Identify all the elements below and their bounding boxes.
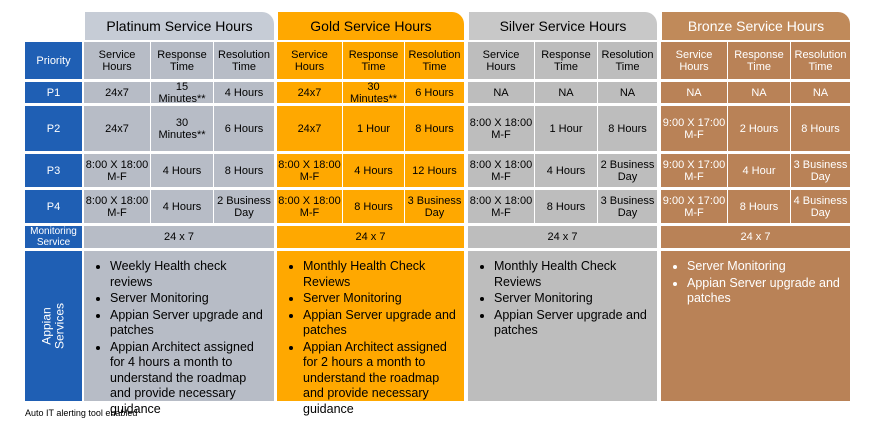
col-header-platinum-2: Resolution Time bbox=[214, 42, 274, 79]
service-item: Server Monitoring bbox=[494, 291, 649, 307]
col-header-bronze-0: Service Hours bbox=[661, 42, 727, 79]
cell-platinum-p3-1: 4 Hours bbox=[151, 154, 213, 187]
cell-bronze-p2-0: 9:00 X 17:00 M-F bbox=[661, 106, 727, 151]
col-header-silver-0: Service Hours bbox=[468, 42, 534, 79]
service-item: Monthly Health Check Reviews bbox=[303, 259, 456, 290]
cell-gold-p1-0: 24x7 bbox=[277, 82, 342, 103]
services-list-gold: Monthly Health Check ReviewsServer Monit… bbox=[285, 259, 456, 417]
col-header-platinum-0: Service Hours bbox=[84, 42, 150, 79]
cell-silver-p4-0: 8:00 X 18:00 M-F bbox=[468, 190, 534, 223]
row-label-p1: P1 bbox=[25, 82, 82, 103]
cell-silver-p1-0: NA bbox=[468, 82, 534, 103]
footnote: Auto IT alerting tool enabled bbox=[25, 408, 138, 418]
cell-platinum-p4-1: 4 Hours bbox=[151, 190, 213, 223]
col-header-bronze-1: Response Time bbox=[728, 42, 790, 79]
monitoring-platinum: 24 x 7 bbox=[84, 226, 274, 248]
col-header-gold-2: Resolution Time bbox=[405, 42, 464, 79]
cell-silver-p3-2: 2 Business Day bbox=[598, 154, 657, 187]
col-header-platinum-1: Response Time bbox=[151, 42, 213, 79]
cell-bronze-p1-1: NA bbox=[728, 82, 790, 103]
cell-gold-p2-1: 1 Hour bbox=[343, 106, 404, 151]
cell-bronze-p3-0: 9:00 X 17:00 M-F bbox=[661, 154, 727, 187]
cell-silver-p2-2: 8 Hours bbox=[598, 106, 657, 151]
cell-bronze-p3-1: 4 Hour bbox=[728, 154, 790, 187]
cell-gold-p3-1: 4 Hours bbox=[343, 154, 404, 187]
monitoring-gold: 24 x 7 bbox=[277, 226, 464, 248]
cell-gold-p2-2: 8 Hours bbox=[405, 106, 464, 151]
services-bronze: Server MonitoringAppian Server upgrade a… bbox=[661, 251, 850, 401]
cell-gold-p4-1: 8 Hours bbox=[343, 190, 404, 223]
cell-silver-p2-0: 8:00 X 18:00 M-F bbox=[468, 106, 534, 151]
cell-bronze-p2-2: 8 Hours bbox=[791, 106, 850, 151]
service-item: Appian Architect assigned for 4 hours a … bbox=[110, 340, 266, 418]
cell-bronze-p4-2: 4 Business Day bbox=[791, 190, 850, 223]
row-label-priority: Priority bbox=[25, 42, 82, 79]
cell-gold-p1-1: 30 Minutes** bbox=[343, 81, 404, 105]
cell-platinum-p2-0: 24x7 bbox=[84, 106, 150, 151]
cell-platinum-p1-2: 4 Hours bbox=[214, 82, 274, 103]
tier-header-gold: Gold Service Hours bbox=[278, 12, 464, 40]
cell-silver-p4-1: 8 Hours bbox=[535, 190, 597, 223]
services-gold: Monthly Health Check ReviewsServer Monit… bbox=[277, 251, 464, 416]
services-platinum: Weekly Health check reviewsServer Monito… bbox=[84, 251, 274, 416]
cell-silver-p1-1: NA bbox=[535, 82, 597, 103]
services-list-platinum: Weekly Health check reviewsServer Monito… bbox=[92, 259, 266, 417]
cell-bronze-p4-0: 9:00 X 17:00 M-F bbox=[661, 190, 727, 223]
service-item: Server Monitoring bbox=[110, 291, 266, 307]
tier-header-bronze: Bronze Service Hours bbox=[662, 12, 850, 40]
cell-silver-p1-2: NA bbox=[598, 82, 657, 103]
cell-gold-p3-2: 12 Hours bbox=[405, 154, 464, 187]
col-header-silver-2: Resolution Time bbox=[598, 42, 657, 79]
cell-bronze-p4-1: 8 Hours bbox=[728, 190, 790, 223]
cell-platinum-p1-0: 24x7 bbox=[84, 82, 150, 103]
tier-header-platinum: Platinum Service Hours bbox=[85, 12, 274, 40]
cell-gold-p2-0: 24x7 bbox=[277, 106, 342, 151]
cell-bronze-p3-2: 3 Business Day bbox=[791, 154, 850, 187]
service-item: Server Monitoring bbox=[687, 259, 842, 275]
monitoring-silver: 24 x 7 bbox=[468, 226, 657, 248]
services-silver: Monthly Health Check ReviewsServer Monit… bbox=[468, 251, 657, 401]
row-label-p3: P3 bbox=[25, 154, 82, 187]
services-list-silver: Monthly Health Check ReviewsServer Monit… bbox=[476, 259, 649, 339]
service-item: Server Monitoring bbox=[303, 291, 456, 307]
service-item: Monthly Health Check Reviews bbox=[494, 259, 649, 290]
cell-gold-p1-2: 6 Hours bbox=[405, 82, 464, 103]
cell-platinum-p4-2: 2 Business Day bbox=[214, 190, 274, 223]
cell-platinum-p4-0: 8:00 X 18:00 M-F bbox=[84, 190, 150, 223]
col-header-silver-1: Response Time bbox=[535, 42, 597, 79]
services-list-bronze: Server MonitoringAppian Server upgrade a… bbox=[669, 259, 842, 307]
service-item: Appian Architect assigned for 2 hours a … bbox=[303, 340, 456, 418]
cell-gold-p3-0: 8:00 X 18:00 M-F bbox=[277, 154, 342, 187]
cell-silver-p3-0: 8:00 X 18:00 M-F bbox=[468, 154, 534, 187]
service-item: Appian Server upgrade and patches bbox=[303, 308, 456, 339]
cell-platinum-p2-2: 6 Hours bbox=[214, 106, 274, 151]
monitoring-bronze: 24 x 7 bbox=[661, 226, 850, 248]
cell-bronze-p2-1: 2 Hours bbox=[728, 106, 790, 151]
service-item: Appian Server upgrade and patches bbox=[110, 308, 266, 339]
service-item: Appian Server upgrade and patches bbox=[687, 276, 842, 307]
cell-gold-p4-2: 3 Business Day bbox=[405, 190, 464, 223]
cell-gold-p4-0: 8:00 X 18:00 M-F bbox=[277, 190, 342, 223]
appian-services-text: Appian Services bbox=[39, 303, 67, 350]
col-header-gold-0: Service Hours bbox=[277, 42, 342, 79]
row-label-p4: P4 bbox=[25, 190, 82, 223]
cell-silver-p3-1: 4 Hours bbox=[535, 154, 597, 187]
col-header-bronze-2: Resolution Time bbox=[791, 42, 850, 79]
cell-platinum-p3-0: 8:00 X 18:00 M-F bbox=[84, 154, 150, 187]
cell-platinum-p3-2: 8 Hours bbox=[214, 154, 274, 187]
cell-silver-p2-1: 1 Hour bbox=[535, 106, 597, 151]
cell-bronze-p1-0: NA bbox=[661, 82, 727, 103]
cell-platinum-p1-1: 15 Minutes** bbox=[151, 81, 213, 105]
row-label-p2: P2 bbox=[25, 106, 82, 151]
cell-bronze-p1-2: NA bbox=[791, 82, 850, 103]
tier-header-silver: Silver Service Hours bbox=[469, 12, 657, 40]
cell-platinum-p2-1: 30 Minutes** bbox=[151, 106, 213, 151]
service-item: Appian Server upgrade and patches bbox=[494, 308, 649, 339]
cell-silver-p4-2: 3 Business Day bbox=[598, 190, 657, 223]
row-label-monitoring: Monitoring Service bbox=[25, 226, 82, 248]
row-label-appian-services: Appian Services bbox=[25, 251, 82, 401]
service-item: Weekly Health check reviews bbox=[110, 259, 266, 290]
col-header-gold-1: Response Time bbox=[343, 42, 404, 79]
